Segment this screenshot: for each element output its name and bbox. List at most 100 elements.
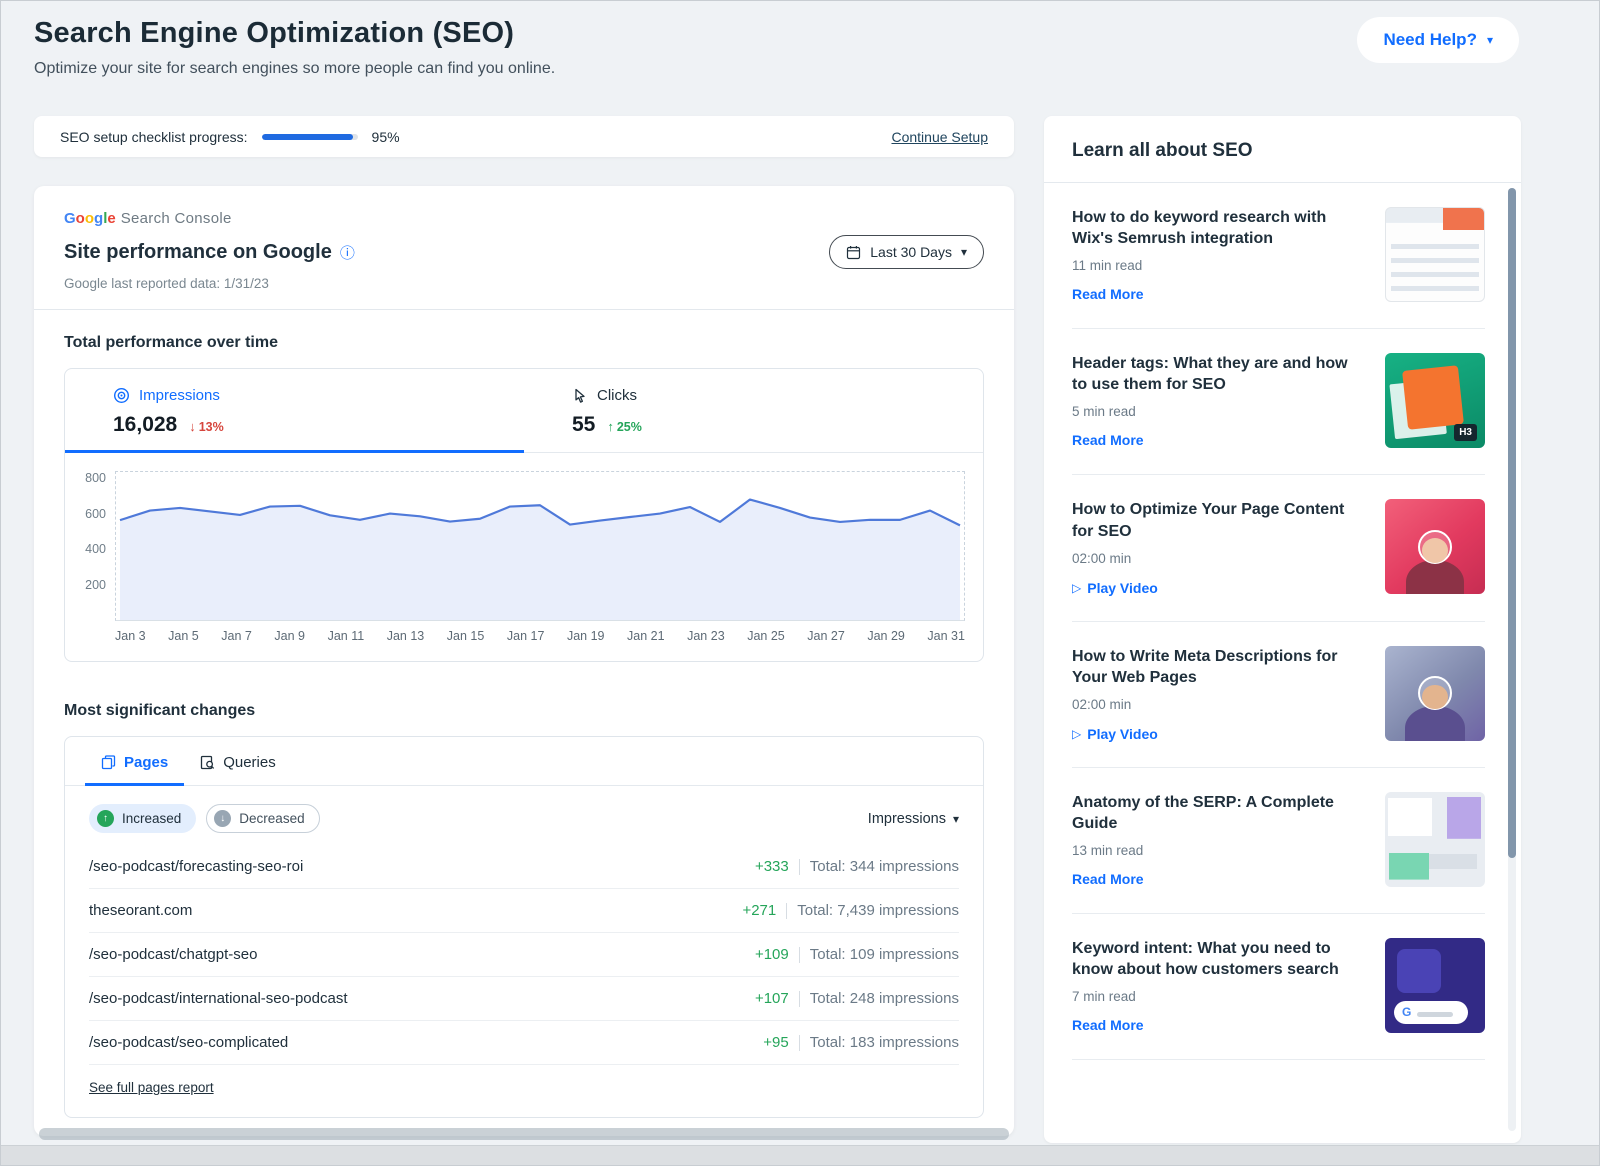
performance-section-title: Total performance over time — [64, 334, 278, 351]
article-thumbnail: ▶ G — [1385, 499, 1485, 595]
tab-queries[interactable]: Queries — [184, 737, 292, 785]
site-performance-card: Google Search Console Site performance o… — [34, 186, 1014, 1136]
changes-section-title: Most significant changes — [64, 702, 256, 719]
article-action-link[interactable]: ▷Read More — [1072, 286, 1144, 303]
article-read-time: 11 min read — [1072, 258, 1143, 274]
performance-title: Site performance on Google — [64, 240, 332, 263]
page-change-values: +333 Total: 344 impressions — [755, 858, 959, 875]
checklist-progress-fill — [261, 133, 353, 140]
x-tick-label: Jan 7 — [221, 629, 252, 643]
play-icon: ▷ — [1072, 580, 1082, 595]
significant-changes-card: Pages Queries ↑ Increased ↓ — [64, 736, 984, 1118]
google-wordmark: Google — [64, 210, 116, 227]
page-title: Search Engine Optimization (SEO) — [34, 17, 515, 49]
article-card[interactable]: Anatomy of the SERP: A Complete Guide 13… — [1072, 768, 1485, 915]
sidebar-scrollbar[interactable] — [1508, 188, 1516, 1131]
x-tick-label: Jan 9 — [274, 629, 306, 643]
horizontal-scrollbar[interactable] — [39, 1128, 1009, 1140]
last-reported-text: Google last reported data: 1/31/23 — [64, 276, 269, 291]
page-change-values: +109 Total: 109 impressions — [755, 946, 959, 963]
x-tick-label: Jan 23 — [687, 629, 725, 643]
article-card[interactable]: Header tags: What they are and how to us… — [1072, 329, 1485, 476]
divider — [798, 990, 800, 1007]
x-tick-label: Jan 17 — [506, 629, 545, 643]
x-tick-label: Jan 19 — [566, 629, 605, 643]
filter-increased[interactable]: ↑ Increased — [89, 804, 197, 833]
x-tick-label: Jan 3 — [115, 629, 146, 643]
search-console-label: Search Console — [120, 210, 232, 227]
page-header-text: Search Engine Optimization (SEO) Optimiz… — [34, 17, 555, 78]
sidebar-title: Learn all about SEO — [1044, 116, 1521, 183]
page-change-row[interactable]: theseorant.com +271 Total: 7,439 impress… — [89, 889, 959, 933]
page-path: /seo-podcast/international-seo-podcast — [89, 990, 348, 1007]
article-card[interactable]: Keyword intent: What you need to know ab… — [1072, 914, 1485, 1061]
article-text: How to Optimize Your Page Content for SE… — [1072, 499, 1369, 596]
article-action-link[interactable]: ▷ Play Video — [1072, 725, 1158, 742]
increase-arrow-icon: ↑ — [97, 810, 114, 827]
impressions-value: 16,028 — [113, 413, 178, 436]
page-change-row[interactable]: /seo-podcast/seo-complicated +95 Total: … — [89, 1021, 959, 1065]
tab-pages-label: Pages — [124, 754, 169, 771]
article-thumbnail: ▶ G — [1385, 353, 1485, 449]
x-tick-label: Jan 13 — [386, 629, 425, 643]
learn-sidebar: Learn all about SEO How to do keyword re… — [1044, 116, 1521, 1143]
clicks-tab[interactable]: Clicks 55 ↑ 25% — [524, 369, 983, 453]
clicks-change: ↑ 25% — [607, 419, 642, 434]
x-tick-label: Jan 25 — [747, 629, 785, 643]
filter-decreased-label: Decreased — [239, 811, 305, 826]
article-action-link[interactable]: ▷ Play Video — [1072, 579, 1158, 596]
x-tick-label: Jan 29 — [867, 629, 905, 643]
article-card[interactable]: How to Write Meta Descriptions for Your … — [1072, 622, 1485, 768]
impressions-tab[interactable]: Impressions 16,028 ↓ 13% — [65, 369, 524, 453]
date-range-label: Last 30 Days — [870, 244, 952, 260]
page-total-impressions: Total: 109 impressions — [809, 946, 959, 963]
article-read-time: 5 min read — [1072, 404, 1136, 420]
y-tick-label: 800 — [85, 471, 106, 485]
article-thumbnail: ▶ G — [1385, 645, 1485, 741]
page-change-row[interactable]: /seo-podcast/international-seo-podcast +… — [89, 977, 959, 1021]
page-total-impressions: Total: 248 impressions — [809, 990, 959, 1007]
filter-increased-label: Increased — [122, 811, 182, 826]
date-range-button[interactable]: Last 30 Days ▾ — [829, 235, 984, 269]
clicks-value: 55 — [572, 413, 596, 436]
page-header: Search Engine Optimization (SEO) Optimiz… — [34, 17, 1519, 78]
impressions-line-chart — [119, 498, 961, 620]
divider — [798, 1034, 800, 1051]
chevron-down-icon: ▾ — [952, 811, 959, 826]
info-icon[interactable]: ⓘ — [339, 244, 355, 262]
page-change-delta: +271 — [742, 902, 777, 919]
x-tick-label: Jan 27 — [807, 629, 845, 643]
page-change-row[interactable]: /seo-podcast/forecasting-seo-roi +333 To… — [89, 845, 959, 889]
article-text: Keyword intent: What you need to know ab… — [1072, 938, 1369, 1035]
article-card[interactable]: How to Optimize Your Page Content for SE… — [1072, 475, 1485, 622]
filter-decreased[interactable]: ↓ Decreased — [206, 804, 320, 833]
article-action-link[interactable]: ▷Read More — [1072, 1017, 1144, 1034]
search-bar-shape — [1417, 1011, 1453, 1017]
article-text: Anatomy of the SERP: A Complete Guide 13… — [1072, 792, 1369, 889]
changes-filter-row: ↑ Increased ↓ Decreased Impressions ▾ — [65, 786, 983, 845]
page-change-row[interactable]: /seo-podcast/chatgpt-seo +109 Total: 109… — [89, 933, 959, 977]
window-bottom-edge — [1, 1145, 1599, 1165]
tab-pages[interactable]: Pages — [85, 737, 185, 786]
x-tick-label: Jan 15 — [446, 629, 485, 643]
full-pages-report-link[interactable]: See full pages report — [89, 1080, 214, 1095]
sidebar-scrollbar-thumb[interactable] — [1508, 188, 1516, 858]
chart-x-axis: Jan 3 Jan 5 Jan 7 Jan 9 Jan 11 Jan 13 Jan 15 Ja… — [115, 629, 965, 643]
play-overlay-icon: ▶ — [1418, 529, 1452, 564]
y-tick-label: 400 — [85, 542, 106, 556]
impressions-label: Impressions — [139, 387, 220, 404]
clicks-cursor-icon — [575, 388, 585, 403]
page-path: /seo-podcast/seo-complicated — [89, 1034, 289, 1051]
tab-queries-label: Queries — [223, 754, 276, 771]
article-action-link[interactable]: ▷Read More — [1072, 432, 1144, 449]
article-card[interactable]: How to do keyword research with Wix's Se… — [1072, 183, 1485, 330]
continue-setup-link[interactable]: Continue Setup — [891, 128, 988, 145]
page-change-values: +271 Total: 7,439 impressions — [742, 902, 959, 919]
article-action-link[interactable]: ▷Read More — [1072, 871, 1144, 888]
play-icon: ▷ — [1072, 726, 1082, 741]
sort-dropdown[interactable]: Impressions ▾ — [868, 811, 959, 827]
google-search-console-logo: Google Search Console — [64, 210, 984, 227]
chart-plot — [115, 471, 965, 621]
divider — [798, 946, 800, 963]
need-help-button[interactable]: Need Help? ▾ — [1357, 17, 1519, 63]
